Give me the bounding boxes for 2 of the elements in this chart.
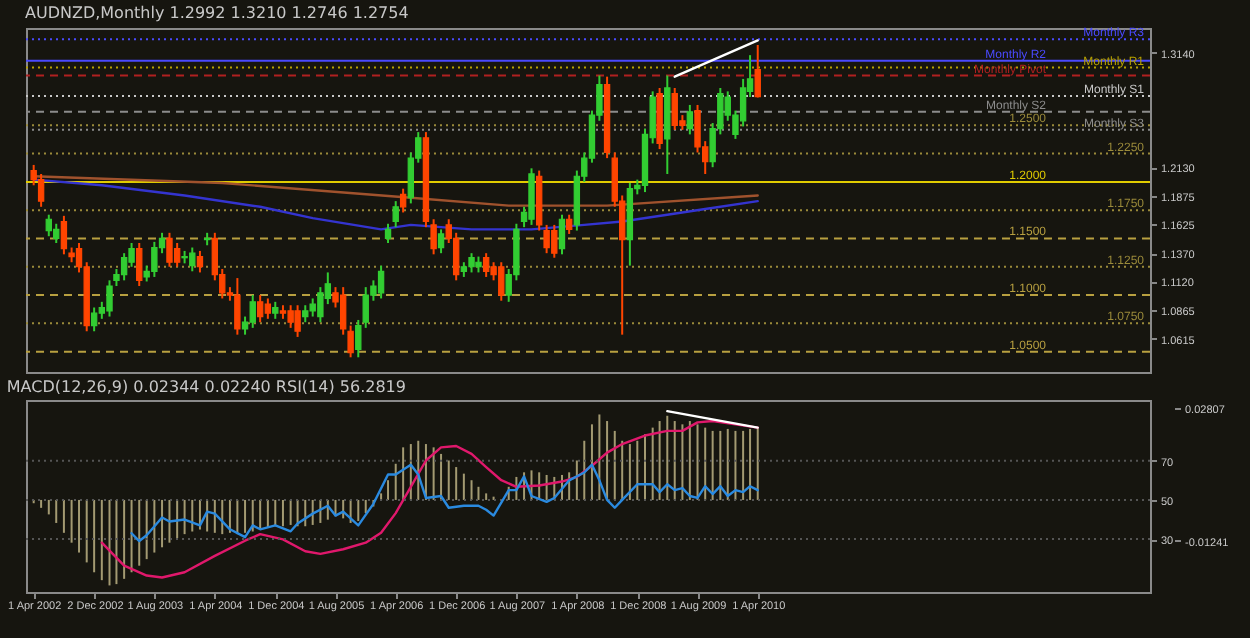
chart-title: MACD(12,26,9) 0.02344 0.02240 RSI(14) 56.2819 bbox=[6, 378, 406, 396]
chart-title: AUDNZD,Monthly 1.2992 1.3210 1.2746 1.2754 bbox=[25, 4, 409, 23]
